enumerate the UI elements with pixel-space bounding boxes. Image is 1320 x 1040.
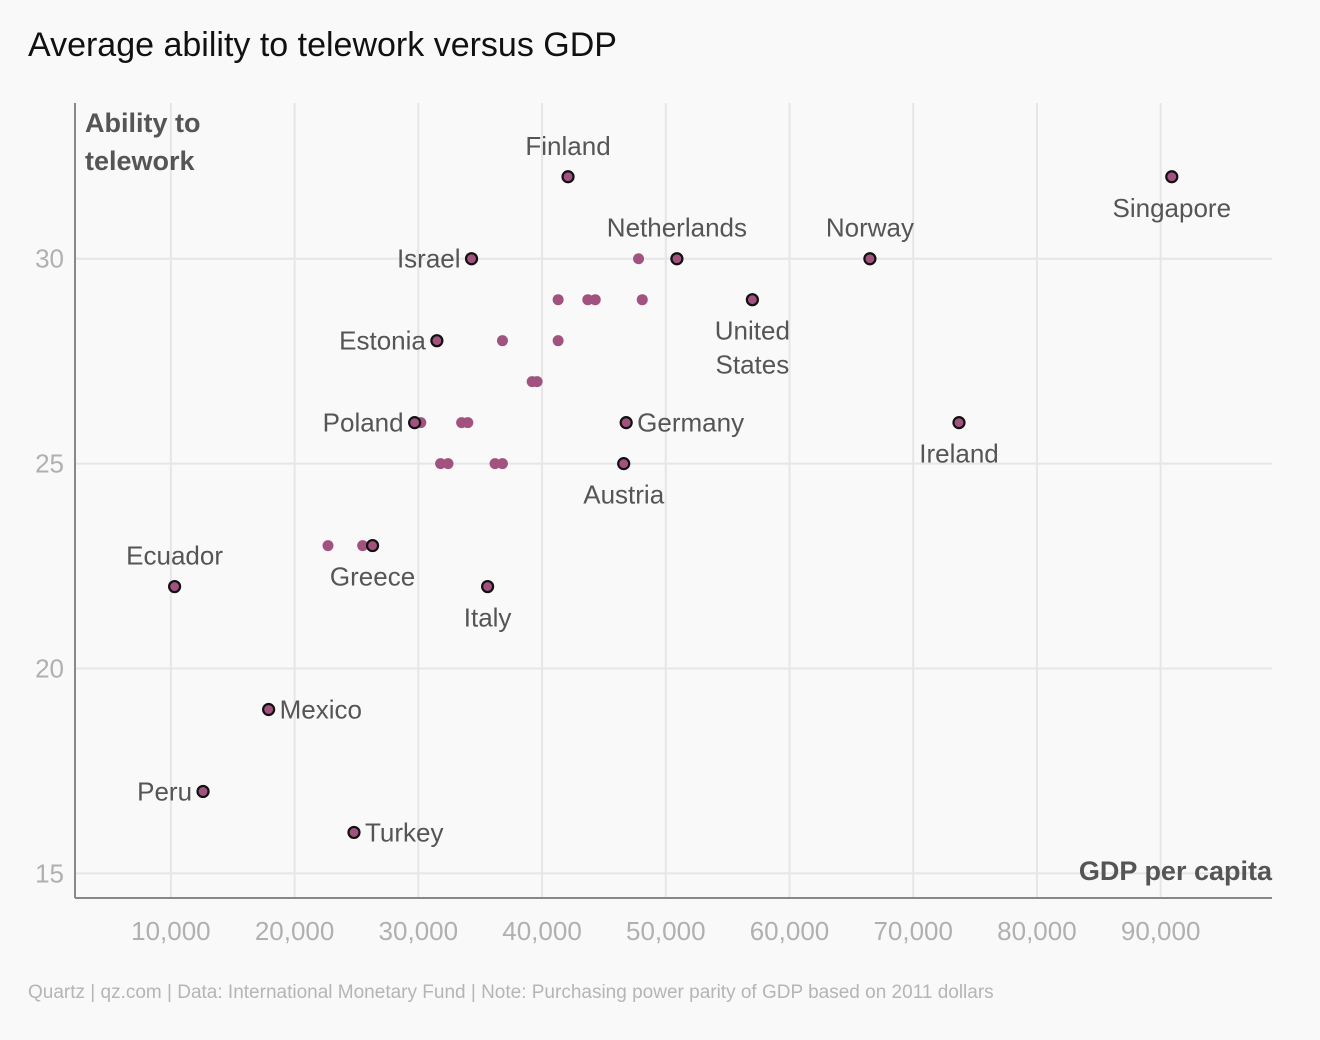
point-label-estonia: Estonia <box>339 326 426 356</box>
data-point-italy <box>481 579 495 594</box>
data-point-peru <box>196 784 210 799</box>
data-point-poland <box>408 416 422 430</box>
data-point <box>552 335 564 347</box>
point-label-norway: Norway <box>826 213 914 243</box>
point-label-poland: Poland <box>323 408 404 438</box>
point-label-united-states: States <box>716 350 790 380</box>
point-label-ireland: Ireland <box>919 439 999 469</box>
x-tick-label: 40,000 <box>502 916 582 946</box>
data-point-turkey <box>347 825 361 840</box>
point-label-austria: Austria <box>583 480 664 510</box>
data-point-estonia <box>430 334 444 348</box>
point-label-italy: Italy <box>464 603 512 633</box>
data-point <box>552 294 564 306</box>
x-tick-label: 10,000 <box>131 916 211 946</box>
data-point <box>496 335 508 347</box>
data-point <box>531 376 543 388</box>
chart-title: Average ability to telework versus GDP <box>28 26 617 64</box>
point-label-peru: Peru <box>137 776 192 806</box>
x-tick-label: 60,000 <box>750 916 830 946</box>
y-tick-label: 15 <box>35 858 64 888</box>
tick-labels: 10,000 20,000 30,000 40,000 50,000 60,000 70,0… <box>35 244 1200 946</box>
data-point-norway <box>863 252 877 266</box>
data-point-greece <box>365 538 380 553</box>
data-point-mexico <box>262 702 276 717</box>
data-point-ireland <box>952 416 966 430</box>
data-point <box>462 417 474 429</box>
axis-labels: Ability to telework GDP per capita <box>85 108 1273 886</box>
point-label-finland: Finland <box>525 131 610 161</box>
point-label-netherlands: Netherlands <box>607 213 747 243</box>
x-axis-title: GDP per capita <box>1079 856 1273 886</box>
y-tick-label: 30 <box>35 244 64 274</box>
source-note: Quartz | qz.com | Data: International Mo… <box>28 982 994 1003</box>
point-label-ecuador: Ecuador <box>126 541 223 571</box>
y-tick-label: 25 <box>35 449 64 479</box>
data-point-israel <box>464 252 479 266</box>
data-point <box>496 458 508 470</box>
y-axis-title: Ability to <box>85 108 201 138</box>
data-point-ecuador <box>167 579 182 594</box>
point-labels: Finland Singapore Israel Netherlands Norway U… <box>126 131 1231 848</box>
grid-lines <box>75 103 1272 898</box>
data-point-united-states <box>745 293 759 307</box>
data-point <box>442 458 454 470</box>
point-label-greece: Greece <box>330 562 415 592</box>
x-tick-label: 80,000 <box>997 916 1077 946</box>
y-tick-label: 20 <box>35 654 64 684</box>
data-point <box>357 540 369 552</box>
data-point-finland <box>561 170 575 184</box>
point-label-germany: Germany <box>637 408 744 438</box>
x-tick-label: 20,000 <box>255 916 335 946</box>
data-point <box>633 253 645 265</box>
x-tick-label: 30,000 <box>379 916 459 946</box>
point-label-united-states: United <box>715 316 790 346</box>
data-point-austria <box>617 457 631 471</box>
data-point <box>636 294 648 306</box>
data-point-germany <box>619 416 633 430</box>
point-label-israel: Israel <box>397 244 461 274</box>
point-label-mexico: Mexico <box>280 694 362 724</box>
data-point <box>322 540 334 552</box>
y-axis-title: telework <box>85 146 196 176</box>
x-tick-label: 50,000 <box>626 916 706 946</box>
x-tick-label: 90,000 <box>1121 916 1201 946</box>
data-point-netherlands <box>670 252 684 266</box>
data-point-singapore <box>1165 170 1179 184</box>
point-label-singapore: Singapore <box>1113 193 1232 223</box>
data-point <box>589 294 601 306</box>
x-tick-label: 70,000 <box>873 916 953 946</box>
data-points <box>167 170 1179 840</box>
point-label-turkey: Turkey <box>365 817 444 847</box>
